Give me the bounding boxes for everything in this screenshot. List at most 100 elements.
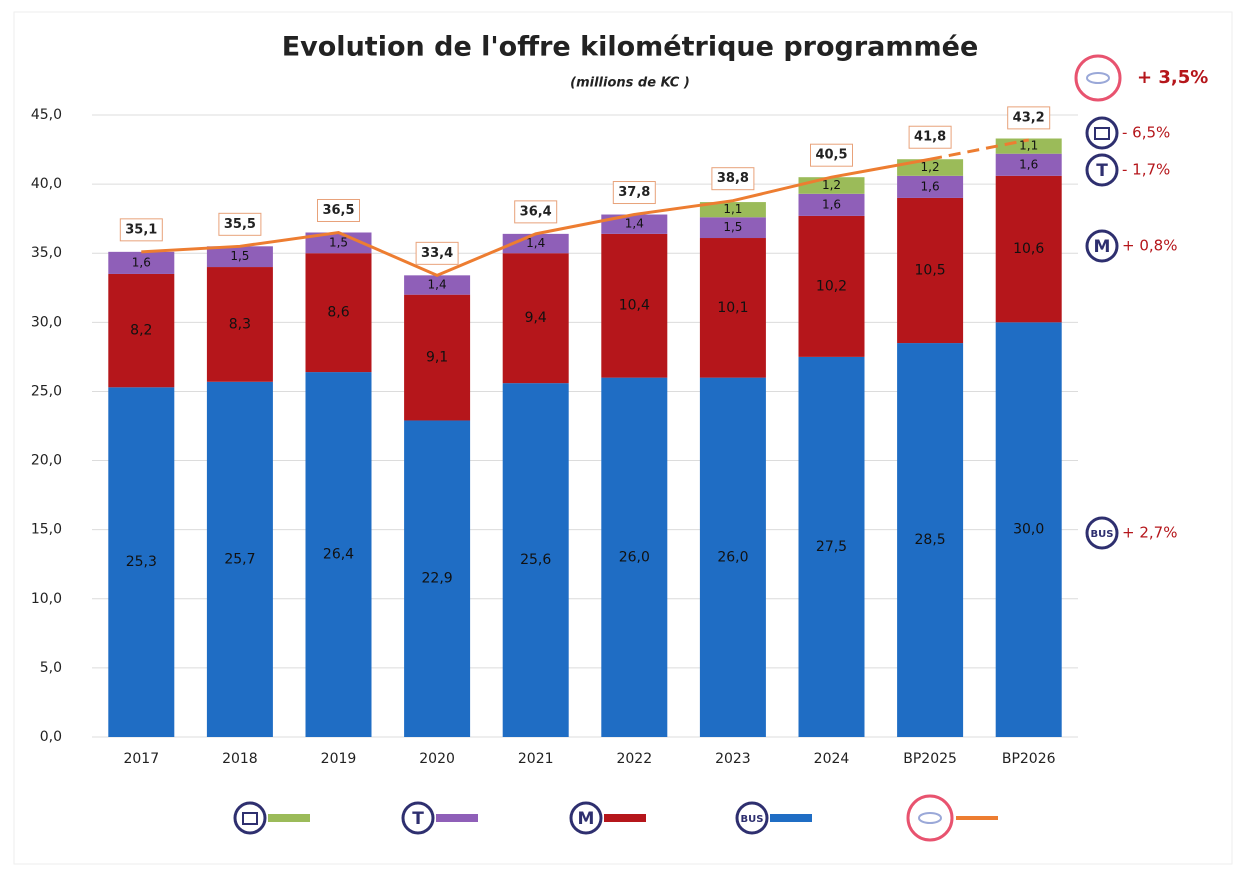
value-label: 8,3 [229,316,251,332]
total-label-box [711,167,755,191]
y-tick-label: 0,0 [40,729,62,745]
mode-icon-label: M [578,809,595,829]
x-tick-label: 2023 [715,751,751,767]
value-label: 10,2 [816,278,847,294]
cable-car-icon [242,812,258,825]
bar-segment [502,253,569,384]
x-tick-label: 2018 [222,751,258,767]
chart-title: Evolution de l'offre kilométrique progra… [282,32,979,63]
value-label: 1,6 [132,255,151,269]
value-label: 25,3 [126,554,157,570]
value-label: 1,4 [526,236,545,250]
chart-subtitle: (millions de KC ) [570,76,690,91]
legend-swatch [436,814,478,822]
total-label-box [119,218,163,242]
total-label: 36,5 [322,203,354,218]
value-label: 10,4 [619,298,650,314]
value-label: 1,6 [1019,157,1038,171]
bar-segment [995,175,1062,323]
value-label: 9,4 [525,310,547,326]
mode-icon [401,801,435,835]
mode-icon-label: T [1096,161,1108,181]
value-label: 10,5 [915,263,946,279]
bar-segment [305,253,372,373]
mode-icon [735,801,769,835]
value-label: 8,6 [327,305,349,321]
bar-segment [798,193,865,216]
bar-segment [502,233,569,254]
bar-segment [995,153,1062,176]
value-label: 22,9 [422,571,453,587]
x-tick-label: 2017 [123,751,159,767]
value-label: 28,5 [915,532,946,548]
total-label-box [218,212,262,236]
y-tick-label: 10,0 [31,591,62,607]
value-label: 25,7 [224,551,255,567]
bar-segment [798,215,865,357]
total-label-box [317,198,360,222]
bar-segment [108,387,175,737]
change-annotation: + 3,5% [1137,67,1208,88]
mode-icon [233,801,267,835]
bar-segment [798,356,865,737]
x-tick-label: 2021 [518,751,554,767]
value-label: 1,4 [428,278,447,292]
bar-segment [108,251,175,274]
x-tick-label: 2022 [616,751,652,767]
value-label: 1,1 [723,202,742,216]
bar-segment [995,322,1062,737]
value-label: 1,2 [921,160,940,174]
total-label-box [1007,106,1051,130]
y-tick-label: 30,0 [31,314,62,330]
bar-segment [897,197,964,344]
bar-segment [699,217,766,239]
total-label: 38,8 [717,171,749,186]
bar-segment [404,420,471,737]
value-label: 10,1 [717,300,748,316]
bar-segment [699,238,766,378]
total-label: 40,5 [815,148,847,163]
mode-icon-label: BUS [1091,529,1114,540]
total-label-box [612,181,656,205]
total-label: 41,8 [914,130,946,145]
value-label: 26,0 [619,549,650,565]
change-annotation: + 0,8% [1122,237,1177,255]
total-label: 43,2 [1013,110,1045,125]
value-label: 26,0 [717,549,748,565]
mode-icon [1085,516,1119,550]
total-label: 33,4 [421,246,453,261]
value-label: 25,6 [520,552,551,568]
y-tick-label: 5,0 [40,660,62,676]
y-tick-label: 35,0 [31,245,62,261]
bar-segment [108,273,175,388]
x-tick-label: 2020 [419,751,455,767]
value-label: 10,6 [1013,241,1044,257]
legend-swatch [604,814,646,822]
value-label: 27,5 [816,539,847,555]
bar-segment [305,372,372,737]
y-tick-label: 45,0 [31,107,62,123]
bar-segment [305,232,372,254]
total-label: 36,4 [520,204,552,219]
total-label: 37,8 [618,185,650,200]
total-label: 35,5 [224,217,256,232]
mode-icon [1085,153,1119,187]
value-label: 1,5 [230,249,249,263]
total-label-box [908,125,952,149]
value-label: 1,5 [329,235,348,249]
change-annotation: - 1,7% [1122,161,1170,179]
frame [13,11,1233,865]
bar-segment [404,294,471,421]
bar-segment [404,275,471,295]
y-tick-label: 20,0 [31,453,62,469]
x-tick-label: BP2025 [903,751,957,767]
total-line [141,157,931,277]
value-label: 1,4 [625,217,644,231]
bar-segment [206,267,273,382]
legend-swatch [956,816,998,820]
value-label: 8,2 [130,323,152,339]
network-icon-mark [1086,72,1110,84]
bar-segment [601,214,668,234]
bar-segment [206,381,273,737]
